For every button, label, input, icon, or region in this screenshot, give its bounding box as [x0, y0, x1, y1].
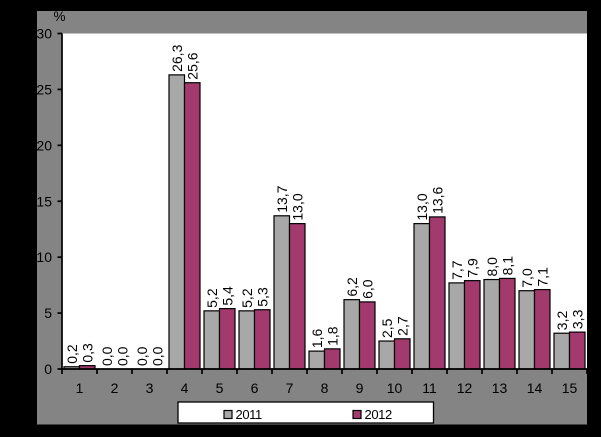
- svg-text:7,7: 7,7: [449, 260, 465, 280]
- svg-text:2,7: 2,7: [394, 316, 410, 336]
- svg-text:1: 1: [76, 380, 84, 396]
- svg-text:26,3: 26,3: [169, 44, 185, 71]
- svg-text:10: 10: [387, 380, 403, 396]
- svg-text:7,0: 7,0: [519, 268, 535, 288]
- svg-text:7,1: 7,1: [534, 267, 550, 287]
- svg-text:0,0: 0,0: [114, 346, 130, 366]
- svg-text:13,6: 13,6: [429, 186, 445, 213]
- svg-text:6,2: 6,2: [344, 277, 360, 297]
- svg-text:30: 30: [36, 26, 52, 42]
- svg-text:1,6: 1,6: [309, 328, 325, 348]
- svg-text:15: 15: [36, 193, 52, 209]
- svg-text:12: 12: [457, 380, 473, 396]
- svg-text:2: 2: [111, 380, 119, 396]
- svg-text:25: 25: [36, 81, 52, 97]
- svg-text:0,3: 0,3: [79, 343, 95, 363]
- svg-text:3,2: 3,2: [554, 311, 570, 331]
- svg-text:8,1: 8,1: [499, 256, 515, 276]
- svg-text:6: 6: [251, 380, 259, 396]
- svg-text:0,0: 0,0: [99, 346, 115, 366]
- svg-text:9: 9: [356, 380, 364, 396]
- svg-text:%: %: [53, 9, 65, 24]
- svg-text:2,5: 2,5: [379, 318, 395, 338]
- svg-text:0,0: 0,0: [149, 346, 165, 366]
- svg-text:8,0: 8,0: [484, 257, 500, 277]
- svg-text:2012: 2012: [365, 407, 392, 422]
- svg-text:5: 5: [216, 380, 224, 396]
- svg-text:10: 10: [36, 249, 52, 265]
- svg-text:13,7: 13,7: [274, 185, 290, 212]
- svg-text:13,0: 13,0: [289, 193, 305, 220]
- svg-text:0: 0: [44, 361, 52, 377]
- svg-text:2011: 2011: [236, 407, 263, 422]
- svg-text:0,2: 0,2: [64, 344, 80, 364]
- svg-text:15: 15: [562, 380, 578, 396]
- svg-text:5,4: 5,4: [219, 286, 235, 306]
- svg-text:5,2: 5,2: [239, 288, 255, 308]
- svg-text:14: 14: [527, 380, 543, 396]
- svg-text:7: 7: [286, 380, 294, 396]
- svg-text:13: 13: [492, 380, 508, 396]
- svg-text:0,0: 0,0: [134, 346, 150, 366]
- svg-text:5,2: 5,2: [204, 288, 220, 308]
- svg-text:20: 20: [36, 137, 52, 153]
- svg-text:13,0: 13,0: [414, 193, 430, 220]
- svg-text:3: 3: [146, 380, 154, 396]
- svg-text:8: 8: [321, 380, 329, 396]
- svg-text:5: 5: [44, 305, 52, 321]
- svg-text:3,3: 3,3: [569, 309, 585, 329]
- svg-text:5,3: 5,3: [254, 287, 270, 307]
- svg-text:6,0: 6,0: [359, 279, 375, 299]
- svg-text:1,8: 1,8: [324, 326, 340, 346]
- svg-text:11: 11: [422, 380, 437, 396]
- svg-text:7,9: 7,9: [464, 258, 480, 278]
- svg-text:4: 4: [181, 380, 189, 396]
- svg-text:25,6: 25,6: [184, 52, 200, 79]
